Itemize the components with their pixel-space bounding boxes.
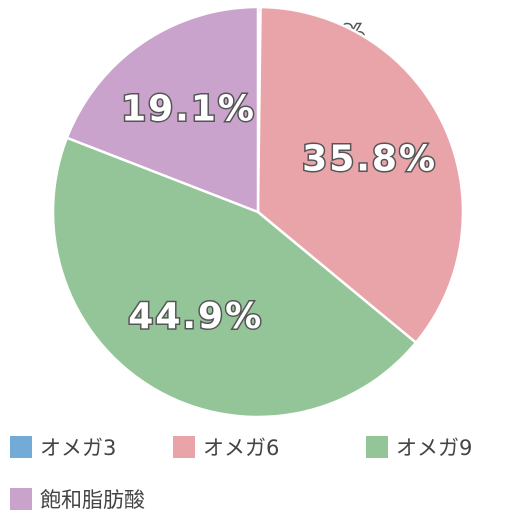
pie-slice: [256, 5, 465, 345]
pie-slice: [65, 5, 260, 214]
legend-item: 飽和脂肪酸: [10, 484, 145, 514]
legend-item: オメガ3: [10, 432, 173, 462]
legend-swatch: [10, 436, 32, 458]
legend: オメガ3 オメガ6 オメガ9 飽和脂肪酸: [10, 432, 510, 514]
legend-swatch: [173, 436, 195, 458]
data-label: 19.1%: [121, 88, 256, 129]
legend-label: オメガ6: [203, 436, 280, 460]
legend-label: オメガ3: [40, 436, 117, 460]
chart: 0.2%35.8%44.9%19.1%: [51, 5, 465, 419]
legend-swatch: [366, 436, 388, 458]
legend-item: オメガ6: [173, 432, 366, 462]
data-label: 44.9%: [128, 296, 263, 337]
legend-item: オメガ9: [366, 432, 472, 462]
pie-slice: [51, 136, 418, 419]
legend-label: 飽和脂肪酸: [40, 488, 145, 512]
legend-label: オメガ9: [396, 436, 473, 460]
legend-swatch: [10, 488, 32, 510]
data-label: 35.8%: [302, 138, 437, 179]
